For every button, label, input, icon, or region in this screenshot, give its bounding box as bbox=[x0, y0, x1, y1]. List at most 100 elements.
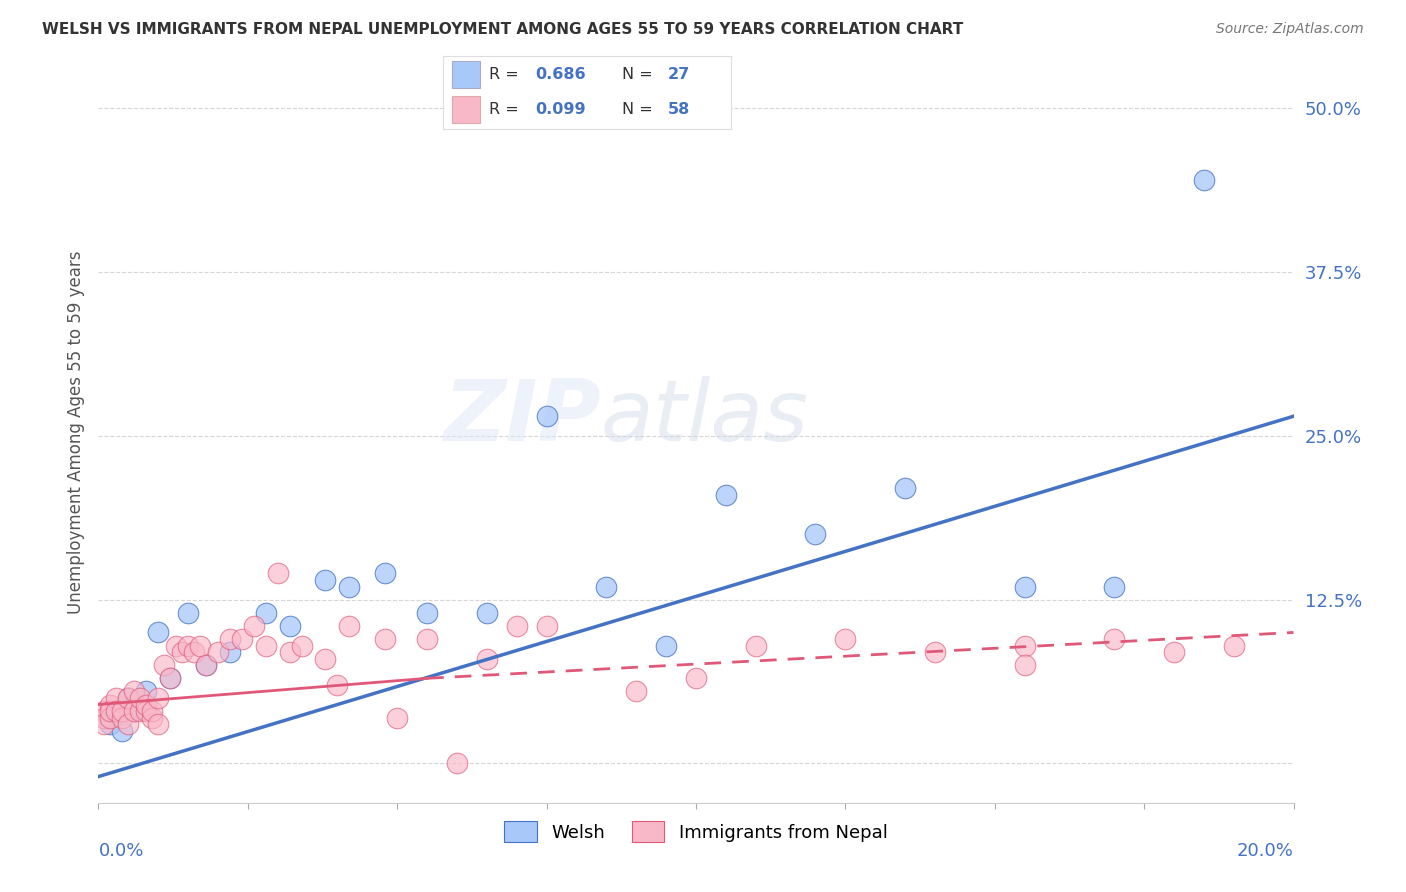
Point bbox=[626, 684, 648, 698]
Point bbox=[117, 717, 139, 731]
FancyBboxPatch shape bbox=[451, 61, 481, 88]
Point bbox=[254, 606, 277, 620]
Point bbox=[339, 619, 361, 633]
Point bbox=[475, 606, 498, 620]
Point bbox=[98, 711, 122, 725]
Point bbox=[315, 573, 337, 587]
Text: R =: R = bbox=[489, 102, 524, 117]
Point bbox=[159, 671, 181, 685]
Point bbox=[93, 704, 115, 718]
Point bbox=[148, 717, 170, 731]
Point bbox=[111, 704, 134, 718]
Point bbox=[595, 580, 617, 594]
Point bbox=[714, 488, 737, 502]
Point bbox=[219, 632, 242, 646]
Point bbox=[98, 717, 122, 731]
Point bbox=[278, 619, 301, 633]
Point bbox=[135, 698, 157, 712]
Text: 0.686: 0.686 bbox=[536, 67, 586, 82]
Point bbox=[536, 409, 558, 424]
FancyBboxPatch shape bbox=[451, 95, 481, 123]
Point bbox=[374, 632, 396, 646]
Point bbox=[98, 704, 122, 718]
Point bbox=[135, 684, 157, 698]
Point bbox=[93, 711, 115, 725]
Point bbox=[278, 645, 301, 659]
Point bbox=[385, 711, 409, 725]
Point bbox=[195, 658, 218, 673]
Point bbox=[1014, 658, 1036, 673]
Point bbox=[1104, 580, 1126, 594]
Point bbox=[105, 704, 128, 718]
Point bbox=[1223, 639, 1246, 653]
Point bbox=[315, 651, 337, 665]
Point bbox=[745, 639, 768, 653]
Point bbox=[148, 690, 170, 705]
Point bbox=[98, 698, 122, 712]
Point bbox=[148, 625, 170, 640]
Point bbox=[1104, 632, 1126, 646]
Text: WELSH VS IMMIGRANTS FROM NEPAL UNEMPLOYMENT AMONG AGES 55 TO 59 YEARS CORRELATIO: WELSH VS IMMIGRANTS FROM NEPAL UNEMPLOYM… bbox=[42, 22, 963, 37]
Point bbox=[111, 723, 134, 738]
Point bbox=[804, 527, 827, 541]
Point bbox=[124, 704, 146, 718]
Point bbox=[165, 639, 187, 653]
Legend: Welsh, Immigrants from Nepal: Welsh, Immigrants from Nepal bbox=[496, 814, 896, 849]
Point bbox=[834, 632, 856, 646]
Text: 27: 27 bbox=[668, 67, 690, 82]
Text: Source: ZipAtlas.com: Source: ZipAtlas.com bbox=[1216, 22, 1364, 37]
Point bbox=[536, 619, 558, 633]
Point bbox=[141, 704, 163, 718]
Point bbox=[924, 645, 946, 659]
Text: atlas: atlas bbox=[600, 376, 808, 459]
Point bbox=[117, 690, 139, 705]
Point bbox=[177, 606, 200, 620]
Text: 20.0%: 20.0% bbox=[1237, 842, 1294, 860]
Point bbox=[446, 756, 468, 771]
Point bbox=[219, 645, 242, 659]
Point bbox=[339, 580, 361, 594]
Point bbox=[1014, 639, 1036, 653]
Text: 0.0%: 0.0% bbox=[98, 842, 143, 860]
Text: 58: 58 bbox=[668, 102, 690, 117]
Point bbox=[105, 690, 128, 705]
Point bbox=[111, 711, 134, 725]
Point bbox=[243, 619, 266, 633]
Point bbox=[159, 671, 181, 685]
Text: ZIP: ZIP bbox=[443, 376, 600, 459]
Point bbox=[254, 639, 277, 653]
Point bbox=[416, 632, 439, 646]
Text: R =: R = bbox=[489, 67, 524, 82]
Text: N =: N = bbox=[621, 102, 658, 117]
Y-axis label: Unemployment Among Ages 55 to 59 years: Unemployment Among Ages 55 to 59 years bbox=[66, 251, 84, 615]
Point bbox=[153, 658, 176, 673]
Point bbox=[93, 717, 115, 731]
Point bbox=[172, 645, 194, 659]
Point bbox=[506, 619, 529, 633]
Point bbox=[135, 704, 157, 718]
Point bbox=[475, 651, 498, 665]
Point bbox=[291, 639, 314, 653]
Point bbox=[1163, 645, 1185, 659]
Point bbox=[894, 481, 917, 495]
Point bbox=[129, 690, 152, 705]
Point bbox=[207, 645, 229, 659]
Point bbox=[374, 566, 396, 581]
Point bbox=[183, 645, 205, 659]
Point bbox=[1192, 173, 1215, 187]
Text: 0.099: 0.099 bbox=[536, 102, 586, 117]
Point bbox=[685, 671, 707, 685]
Point bbox=[267, 566, 290, 581]
Point bbox=[655, 639, 678, 653]
Point bbox=[195, 658, 218, 673]
Point bbox=[117, 690, 139, 705]
Point bbox=[124, 704, 146, 718]
Point bbox=[1014, 580, 1036, 594]
Point bbox=[188, 639, 211, 653]
Point bbox=[141, 711, 163, 725]
Point bbox=[416, 606, 439, 620]
Point bbox=[105, 704, 128, 718]
Text: N =: N = bbox=[621, 67, 658, 82]
Point bbox=[124, 684, 146, 698]
Point bbox=[129, 704, 152, 718]
